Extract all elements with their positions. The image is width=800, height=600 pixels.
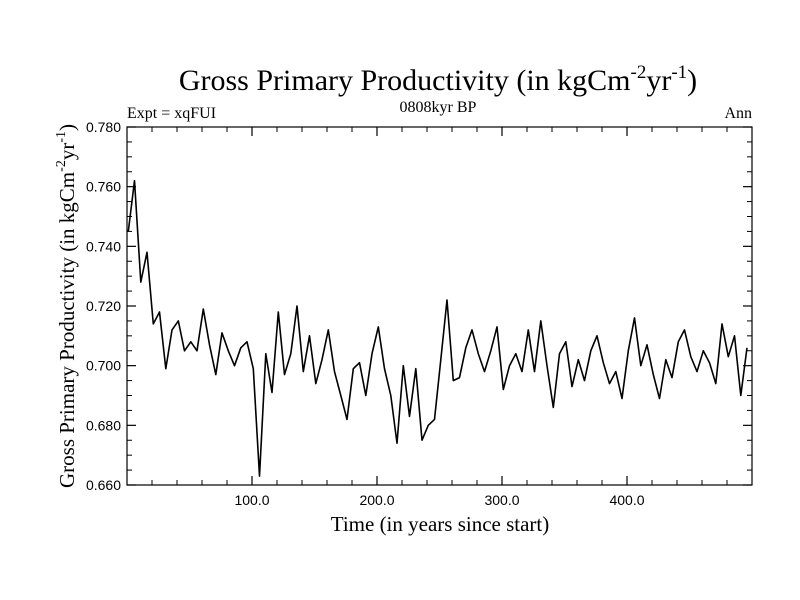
y-axis-label: Gross Primary Productivity (in kgCm-2yr-… bbox=[54, 124, 79, 488]
y-axis-ticks: 0.660 0.680 0.700 0.720 0.740 0.760 0.780 bbox=[86, 119, 752, 493]
y-tick-label: 0.700 bbox=[86, 358, 121, 374]
y-tick-label: 0.680 bbox=[86, 417, 121, 433]
x-axis-ticks: 100.0 200.0 300.0 400.0 bbox=[151, 127, 728, 508]
period-label: 0808kyr BP bbox=[400, 99, 477, 116]
x-tick-label: 300.0 bbox=[484, 492, 519, 508]
x-axis-label: Time (in years since start) bbox=[331, 512, 550, 536]
x-tick-label: 100.0 bbox=[234, 492, 269, 508]
y-tick-label: 0.780 bbox=[86, 119, 121, 135]
x-tick-label: 200.0 bbox=[359, 492, 394, 508]
chart-title: Gross Primary Productivity (in kgCm-2yr-… bbox=[179, 62, 697, 97]
x-tick-label: 400.0 bbox=[609, 492, 644, 508]
y-tick-label: 0.760 bbox=[86, 179, 121, 195]
gpp-series-line bbox=[127, 179, 748, 477]
season-label: Ann bbox=[724, 105, 752, 122]
y-tick-label: 0.740 bbox=[86, 238, 121, 254]
experiment-label: Expt = xqFUI bbox=[127, 105, 216, 122]
y-tick-label: 0.720 bbox=[86, 298, 121, 314]
y-tick-label: 0.660 bbox=[86, 477, 121, 493]
plot-frame bbox=[126, 126, 753, 486]
